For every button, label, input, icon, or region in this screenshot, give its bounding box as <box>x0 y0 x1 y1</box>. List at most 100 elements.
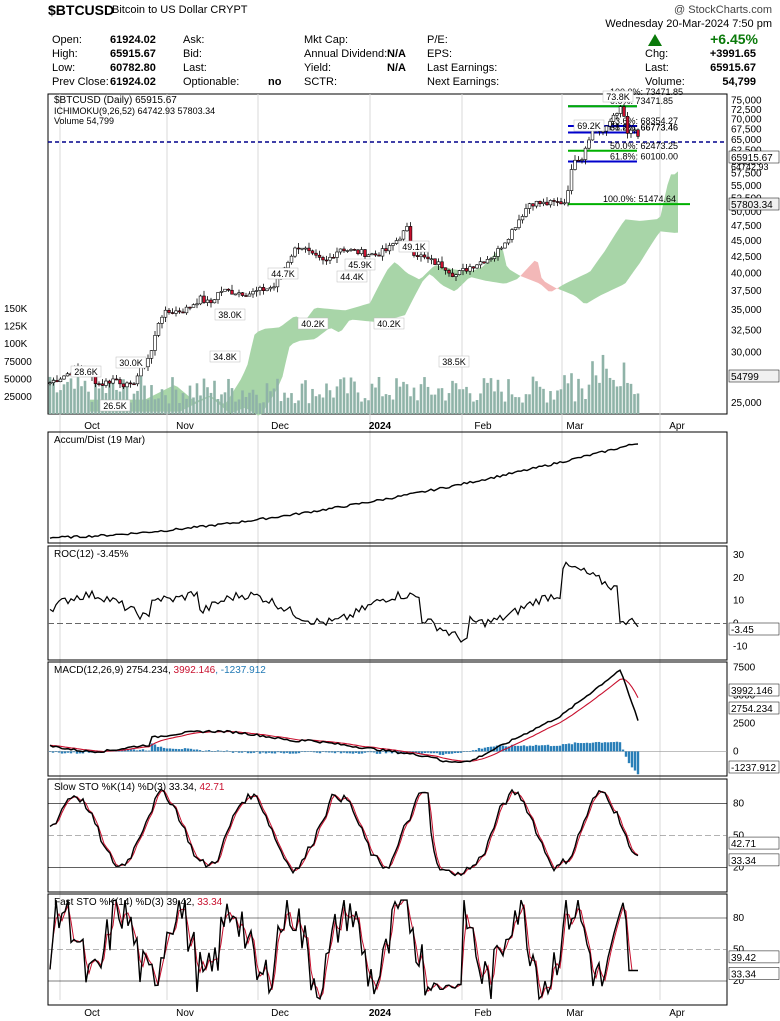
ichimoku-cloud-segment-144 <box>594 261 598 300</box>
volume-bar-146 <box>559 389 563 414</box>
volume-bar-65 <box>276 378 279 414</box>
candle-body-44 <box>202 295 206 303</box>
ichimoku-cloud-segment-109 <box>471 269 475 279</box>
volume-bar-118 <box>461 389 465 414</box>
fib-label-5: 50.0%: 62473.25 <box>610 141 678 151</box>
volume-bar-50 <box>223 392 227 414</box>
optionable-label: Optionable: <box>183 76 240 88</box>
candle-body-21 <box>121 383 126 388</box>
ichimoku-cloud-segment-75 <box>352 307 356 321</box>
macd-hist-bar-165 <box>543 745 547 752</box>
candle-body-42 <box>195 303 199 306</box>
macd-hist-bar-139 <box>465 751 469 752</box>
candle-body-29 <box>149 350 154 359</box>
peak-label-6: 40.2K <box>301 319 325 329</box>
macd-hist-bar-94 <box>330 751 334 753</box>
candle-body-25 <box>135 375 140 385</box>
macd-hist-bar-95 <box>333 751 337 754</box>
candle-body-100 <box>398 238 402 241</box>
volume-bar-105 <box>416 400 419 414</box>
macd-signal-line <box>49 678 639 762</box>
volume-bar-122 <box>475 400 479 414</box>
candle-body-43 <box>198 295 203 305</box>
candle-body-72 <box>300 247 304 250</box>
volume-bar-136 <box>524 394 528 414</box>
eps-label: EPS: <box>427 48 453 60</box>
volume-bar-98 <box>391 399 395 414</box>
ichimoku-cloud-segment-134 <box>559 285 563 291</box>
candle-body-141 <box>541 201 546 205</box>
macd-hist-bar-128 <box>432 751 436 754</box>
candle-body-131 <box>506 239 511 244</box>
candle-body-26 <box>139 366 143 377</box>
macd-hist-bar-175 <box>573 742 577 752</box>
macd-hist-bar-118 <box>402 751 406 754</box>
roc-line <box>49 561 639 643</box>
macd-hist-bar-25 <box>123 750 127 752</box>
macd-value-flag-box <box>728 701 780 715</box>
ichimoku-cloud-segment-138 <box>573 278 577 297</box>
volume-bar-26 <box>139 376 143 414</box>
candle-body-24 <box>132 383 136 386</box>
candle-body-140 <box>538 200 542 205</box>
candle-body-85 <box>345 250 350 252</box>
candle-body-86 <box>349 249 353 251</box>
macd-hist-bar-1 <box>51 751 55 753</box>
volume-bar-59 <box>255 394 258 414</box>
last-value: 65915.67 <box>710 62 756 74</box>
volume-bar-167 <box>633 394 636 414</box>
macd-hist-bar-104 <box>360 751 364 754</box>
macd-hist-bar-143 <box>477 748 481 752</box>
roc-tick-1: 20 <box>733 573 745 584</box>
ichimoku-cloud-segment-90 <box>405 271 409 316</box>
ichimoku-cloud-segment-47 <box>254 331 258 416</box>
candle-body-58 <box>251 291 255 295</box>
peak-label-10: 49.1K <box>402 242 426 252</box>
macd-hist-bar-176 <box>576 742 580 752</box>
macd-hist-bar-12 <box>84 751 88 752</box>
price-tick-label-13: 57,500 <box>731 169 762 180</box>
ichimoku-cloud-segment-130 <box>545 281 549 292</box>
ichimoku-cloud-segment-97 <box>429 266 433 277</box>
macd-hist-bar-58 <box>222 751 226 753</box>
fast-sto-d-flag-box <box>728 950 780 964</box>
macd-hist-bar-87 <box>309 751 313 752</box>
candle-body-159 <box>604 125 609 132</box>
macd-hist-bar-9 <box>75 751 79 754</box>
macd-hist-bar-100 <box>348 751 352 754</box>
macd-hist-bar-140 <box>468 751 472 752</box>
macd-hist-bar-181 <box>591 742 595 752</box>
macd-hist-bar-81 <box>291 751 295 754</box>
candle-body-32 <box>160 316 164 324</box>
volume-bar-71 <box>297 400 300 414</box>
volume-bar-133 <box>514 397 517 414</box>
fib-label-6: 61.8%: 60100.00 <box>610 151 678 161</box>
candle-body-129 <box>499 247 504 250</box>
macd-hist-bar-54 <box>210 751 214 752</box>
volume-bar-85 <box>346 393 349 414</box>
volume-bar-72 <box>300 383 304 414</box>
ichimoku-cloud-segment-125 <box>527 264 531 281</box>
volume-bar-152 <box>580 388 584 414</box>
volume-bar-156 <box>594 375 598 414</box>
volume-bar-42 <box>195 383 199 414</box>
ichimoku-cloud-segment-145 <box>597 256 601 298</box>
macd-hist-bar-162 <box>534 744 538 752</box>
candle-body-92 <box>370 253 374 256</box>
volume-bar-30 <box>153 399 157 414</box>
candle-body-94 <box>377 254 381 257</box>
volume-bar-150 <box>573 401 577 414</box>
candle-body-150 <box>573 159 577 170</box>
volume-bar-67 <box>283 392 286 414</box>
ichimoku-cloud-segment-141 <box>583 273 587 304</box>
slow-sto-legend-part-0: Slow STO %K(14) %D(3) 33.34, <box>54 782 199 793</box>
candle-body-38 <box>181 311 185 314</box>
peak-label-box-4 <box>214 308 246 321</box>
macd-hist-bar-27 <box>129 749 133 752</box>
ichimoku-cloud-segment-160 <box>650 219 654 247</box>
macd-hist-bar-32 <box>144 750 148 752</box>
candle-body-134 <box>517 219 521 228</box>
candle-body-116 <box>454 274 458 277</box>
volume-bar-74 <box>307 403 311 414</box>
macd-hist-bar-145 <box>483 747 487 752</box>
